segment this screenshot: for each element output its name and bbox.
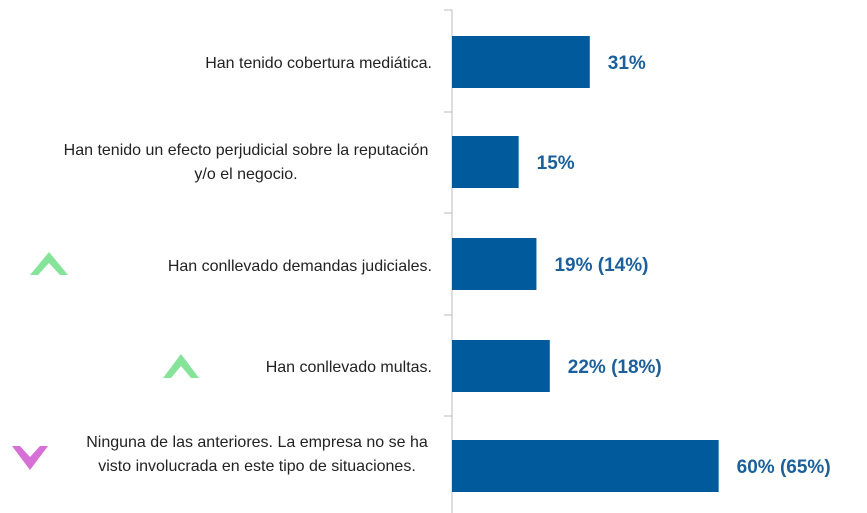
separators [444,9,452,417]
value-label: 60% (65%) [737,457,831,478]
category-label: Han tenido cobertura mediática. [205,55,432,72]
value-label: 31% [608,53,646,74]
category-label: Han conllevado demandas judiciales. [167,258,432,275]
value-label: 15% [537,153,575,174]
category-label: Han tenido un efecto perjudicial sobre l… [63,142,429,183]
category-label: Ninguna de las anteriores. La empresa no… [86,434,428,475]
bar [452,36,590,88]
bar [452,440,719,492]
up-arrow [30,252,68,275]
down-arrow [12,446,48,470]
up-arrow [163,354,199,378]
bar [452,238,537,290]
bar [452,136,519,188]
value-label: 19% (14%) [554,255,648,276]
category-label: Han conllevado multas. [265,359,432,376]
bar [452,340,550,392]
value-label: 22% (18%) [568,357,662,378]
